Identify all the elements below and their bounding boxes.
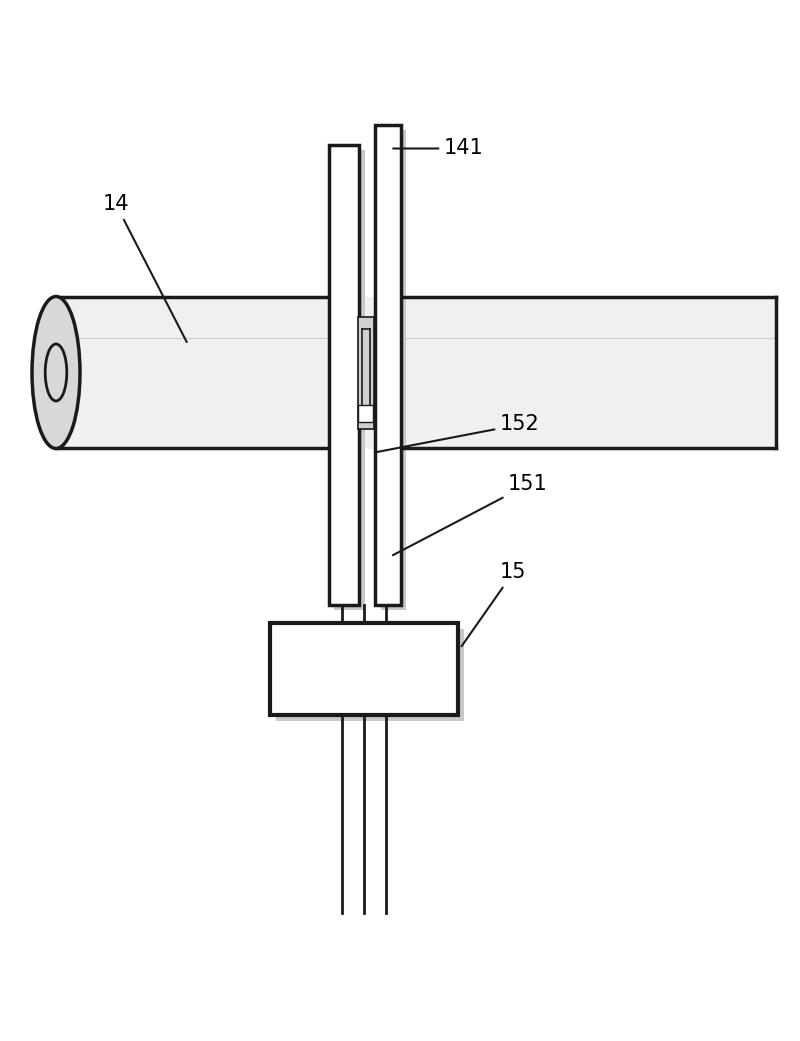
Ellipse shape [32, 297, 80, 449]
Text: 14: 14 [102, 195, 186, 342]
Text: 152: 152 [377, 414, 540, 452]
Bar [358, 405, 373, 422]
Bar [270, 623, 458, 714]
Bar [358, 316, 374, 429]
Bar [334, 150, 365, 610]
Bar [329, 145, 359, 605]
Bar [375, 125, 401, 605]
Bar [56, 297, 776, 449]
Bar [277, 629, 464, 721]
Text: 151: 151 [393, 475, 548, 555]
Bar [381, 130, 406, 610]
Text: 141: 141 [393, 138, 484, 158]
Text: 15: 15 [462, 562, 526, 646]
